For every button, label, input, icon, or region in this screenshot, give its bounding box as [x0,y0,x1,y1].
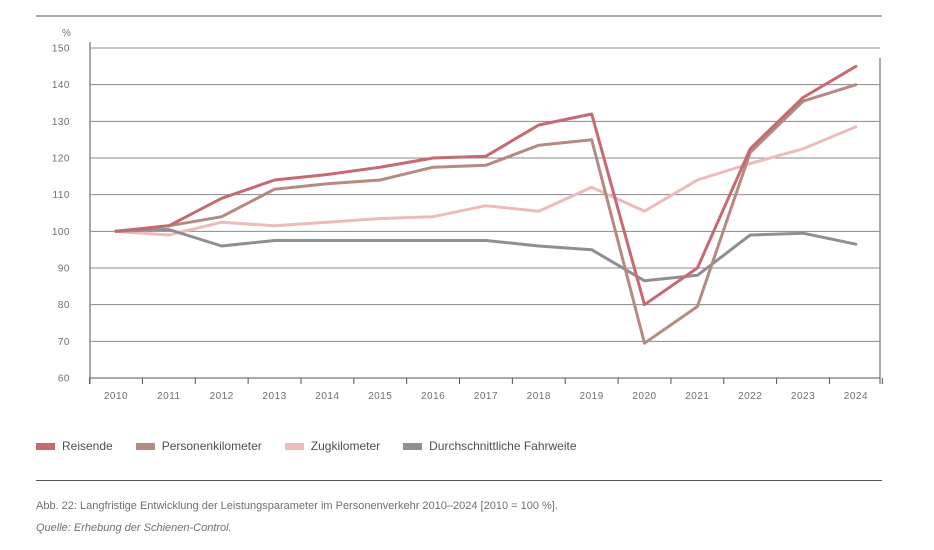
legend-label: Personenkilometer [161,439,262,453]
y-tick-label: 60 [58,374,70,385]
x-tick-label: 2021 [685,391,709,402]
y-axis-ticks: 60 70 80 90 100 110 120 130 140 150 [52,44,70,385]
legend-label: Durchschnittliche Fahrweite [429,439,577,453]
y-tick-label: 110 [53,190,70,201]
legend-item-fahrweite: Durchschnittliche Fahrweite [403,439,577,453]
x-tick-label: 2022 [738,391,762,402]
legend-label: Reisende [62,439,113,453]
legend-swatch [135,442,155,450]
x-axis-ticks: 2010 2011 2012 2013 2014 2015 2016 2017 2018 2019… [89,378,883,402]
gridlines [89,42,881,384]
caption-rule [36,480,882,481]
legend-item-personenkilometer: Personenkilometer [135,439,262,453]
y-tick-label: 120 [52,154,70,165]
y-tick-label: 140 [52,80,70,91]
y-tick-label: 150 [52,44,70,55]
x-tick-label: 2016 [421,391,445,402]
x-tick-label: 2012 [210,391,234,402]
x-tick-label: 2013 [262,391,286,402]
legend: Reisende Personenkilometer Zugkilometer … [36,439,600,453]
x-tick-label: 2019 [580,391,604,402]
legend-item-reisende: Reisende [36,439,113,453]
x-tick-label: 2024 [844,391,868,402]
x-tick-label: 2018 [527,391,551,402]
series-line-zugkilometer [114,125,858,237]
x-tick-label: 2011 [157,391,181,402]
legend-item-zugkilometer: Zugkilometer [284,439,381,453]
series-line-durchschnittliche-fahrweite [114,228,858,283]
x-tick-label: 2017 [474,391,498,402]
legend-swatch [403,442,423,450]
legend-swatch [36,442,55,450]
y-tick-label: 90 [58,264,70,275]
series-lines [114,64,858,345]
x-tick-label: 2023 [791,391,815,402]
legend-label: Zugkilometer [310,439,381,453]
figure-source: Quelle: Erhebung der Schienen-Control. [36,522,232,534]
y-tick-label: 80 [58,300,70,311]
y-tick-label: 70 [58,337,70,348]
y-tick-label: 100 [52,227,70,238]
series-line-personenkilometer [114,83,858,345]
x-tick-label: 2015 [368,391,392,402]
legend-swatch [284,442,304,450]
y-axis-label: % [62,28,71,39]
x-tick-label: 2014 [315,391,339,402]
series-line-reisende [114,64,858,307]
x-tick-label: 2020 [632,391,656,402]
y-tick-label: 130 [52,117,70,128]
x-tick-label: 2010 [104,391,128,402]
figure-caption: Abb. 22: Langfristige Entwicklung der Le… [36,500,558,512]
